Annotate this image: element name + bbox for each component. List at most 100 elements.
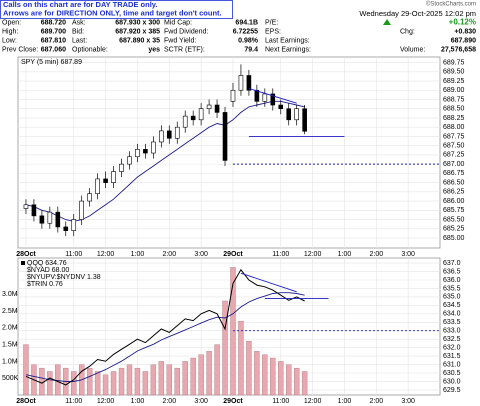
quote-label: Open: bbox=[2, 19, 21, 26]
y-tick-label: 632.5 bbox=[443, 336, 461, 343]
quote-value: 689.700 bbox=[41, 28, 66, 35]
quote-label: Ask: bbox=[72, 19, 86, 26]
x-tick-label: 28Oct bbox=[16, 251, 36, 258]
quote-label: Volume: bbox=[400, 46, 425, 53]
volume-bar bbox=[270, 357, 276, 396]
change-pct: +0.12% bbox=[449, 18, 476, 27]
volume-bar bbox=[222, 300, 228, 396]
candle-body bbox=[151, 141, 156, 154]
x-tick-label: 2:00 bbox=[162, 398, 176, 405]
y-tick-label: 2.0M bbox=[2, 325, 18, 332]
volume-bar bbox=[71, 371, 77, 396]
candle-body bbox=[159, 130, 164, 143]
x-tick-label: 11:00 bbox=[65, 251, 82, 258]
price-line bbox=[25, 268, 305, 386]
y-tick-label: 629.5 bbox=[443, 387, 461, 394]
y-tick-label: 687.50 bbox=[443, 143, 465, 150]
note: Arrows are for DIRECTION ONLY, time and … bbox=[3, 8, 222, 17]
volume-bar bbox=[254, 351, 260, 396]
y-tick-label: 685.25 bbox=[443, 226, 465, 233]
candle-body bbox=[246, 75, 252, 91]
price-panel bbox=[17, 56, 441, 249]
volume-bar bbox=[166, 364, 172, 396]
y-tick-label: 685.75 bbox=[443, 207, 465, 214]
date: Wednesday 29-Oct-2025 12:02 pm bbox=[359, 9, 476, 18]
credit: ©StockCharts.com bbox=[426, 1, 476, 8]
quote-value: 687.890 bbox=[451, 37, 476, 44]
y-tick-label: 686.50 bbox=[443, 179, 465, 186]
y-tick-label: 636.0 bbox=[443, 277, 461, 284]
candle-body bbox=[270, 93, 276, 106]
volume-bar bbox=[126, 364, 133, 396]
candle-body bbox=[238, 75, 244, 91]
volume-bar bbox=[150, 364, 157, 396]
y-tick-label: 635.0 bbox=[443, 294, 461, 301]
quote-label: Last Earnings: bbox=[265, 37, 310, 44]
y-tick-label: 637.0 bbox=[443, 260, 461, 267]
note-box bbox=[0, 0, 233, 19]
quote-label: P/E: bbox=[265, 19, 278, 26]
candle-body bbox=[79, 200, 84, 220]
y-tick-label: 633.5 bbox=[443, 319, 461, 326]
y-tick-label: 688.75 bbox=[443, 96, 465, 103]
volume-bar bbox=[262, 354, 268, 396]
y-tick-label: 687.75 bbox=[443, 133, 465, 140]
x-tick-label: 2:00 bbox=[162, 251, 176, 258]
candle-body bbox=[206, 104, 212, 110]
candle-body bbox=[31, 204, 37, 217]
y-tick-label: 687.25 bbox=[443, 152, 465, 159]
candle-body bbox=[190, 115, 196, 121]
x-tick-label: 3:00 bbox=[401, 251, 415, 258]
up-arrow bbox=[383, 19, 391, 25]
volume-bar bbox=[134, 367, 141, 396]
quote-value: +0.830 bbox=[454, 28, 476, 35]
x-tick-label: 29Oct bbox=[223, 251, 243, 258]
volume-bar bbox=[198, 354, 204, 396]
volume-bar bbox=[47, 371, 53, 396]
x-tick-label: 28Oct bbox=[16, 398, 36, 405]
quote-label: Fwd Yield: bbox=[164, 37, 196, 44]
y-tick-label: 689.75 bbox=[443, 59, 465, 66]
candle-body bbox=[174, 126, 180, 139]
candle-body bbox=[198, 108, 204, 121]
candle-body bbox=[63, 226, 69, 231]
quote-value: 687.060 bbox=[41, 46, 66, 53]
y-tick-label: 688.50 bbox=[443, 106, 465, 113]
volume-bar bbox=[278, 361, 284, 396]
x-tick-label: 12:00 bbox=[97, 251, 115, 258]
quote-value: 6.72255 bbox=[233, 28, 258, 35]
candle-body bbox=[127, 156, 132, 165]
candle-body bbox=[71, 219, 77, 231]
legend: $NYAD 68.00 bbox=[27, 267, 69, 274]
y-tick-label: 630.0 bbox=[443, 378, 461, 385]
volume-bar bbox=[293, 367, 300, 396]
x-tick-label: 29Oct bbox=[223, 398, 243, 405]
legend: SPY (5 min) 687.89 bbox=[21, 59, 82, 66]
candle-body bbox=[214, 104, 220, 113]
legend: $NYUPV:$NYDNV 1.38 bbox=[27, 274, 101, 281]
y-tick-label: 631.0 bbox=[443, 361, 461, 368]
y-tick-label: 689.00 bbox=[443, 87, 465, 94]
volume-bar bbox=[102, 374, 109, 396]
legend-swatch bbox=[21, 261, 25, 265]
quote-value: 694.1B bbox=[235, 19, 258, 26]
x-tick-label: 1:00 bbox=[338, 251, 352, 258]
y-tick-label: 688.00 bbox=[443, 124, 465, 131]
volume-bar bbox=[118, 367, 125, 396]
quote-label: High: bbox=[2, 28, 18, 35]
candle-body bbox=[119, 163, 124, 172]
volume-bar bbox=[246, 341, 252, 396]
x-tick-label: 2:00 bbox=[369, 398, 383, 405]
quote-label: Next Earnings: bbox=[265, 46, 311, 53]
volume-bar bbox=[158, 361, 165, 396]
candle-body bbox=[254, 89, 260, 102]
quote-label: EPS: bbox=[265, 28, 281, 35]
y-tick-label: 630.5 bbox=[443, 370, 461, 377]
x-tick-label: 12:00 bbox=[304, 251, 322, 258]
candle-body bbox=[294, 108, 299, 121]
volume-bar bbox=[238, 320, 244, 396]
candle-body bbox=[95, 178, 100, 194]
volume-bar bbox=[214, 344, 220, 396]
candle-body bbox=[286, 108, 292, 121]
